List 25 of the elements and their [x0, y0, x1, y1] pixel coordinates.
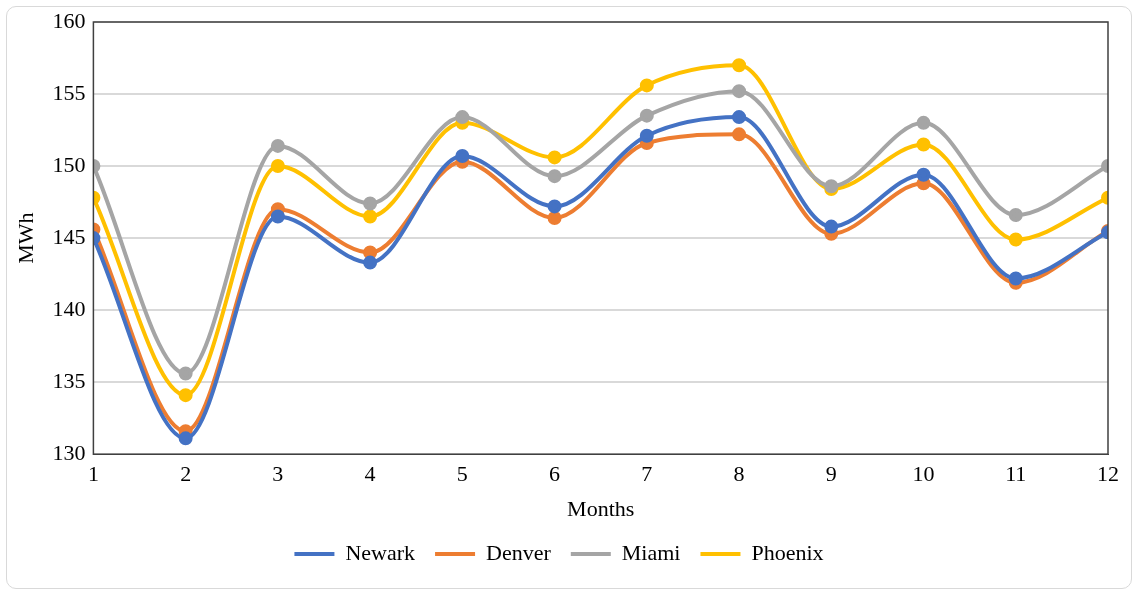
x-tick-label: 11 — [1005, 461, 1027, 487]
x-tick-label: 7 — [641, 461, 653, 487]
y-tick-label: 160 — [52, 7, 86, 33]
x-tick-label: 4 — [364, 461, 376, 487]
x-tick-label: 3 — [272, 461, 284, 487]
x-tick-label: 10 — [912, 461, 935, 487]
x-tick-label: 6 — [549, 461, 561, 487]
y-tick-label: 135 — [52, 367, 86, 393]
x-tick-label: 8 — [733, 461, 745, 487]
y-tick-label: 150 — [52, 151, 86, 177]
legend-label: Newark — [345, 539, 416, 565]
legend-label: Denver — [486, 539, 552, 565]
y-tick-label: 130 — [52, 439, 86, 465]
legend-label: Miami — [621, 539, 681, 565]
x-tick-label: 5 — [456, 461, 468, 487]
x-tick-label: 12 — [1097, 461, 1119, 487]
y-tick-label: 140 — [52, 295, 86, 321]
legend-label: Phoenix — [751, 539, 824, 565]
x-axis-title: Months — [567, 495, 635, 521]
y-tick-label: 145 — [52, 223, 86, 249]
y-tick-label: 155 — [52, 79, 86, 105]
x-tick-label: 1 — [87, 461, 99, 487]
y-axis-title: MWh — [12, 212, 38, 264]
x-tick-label: 2 — [180, 461, 192, 487]
x-tick-label: 9 — [825, 461, 837, 487]
